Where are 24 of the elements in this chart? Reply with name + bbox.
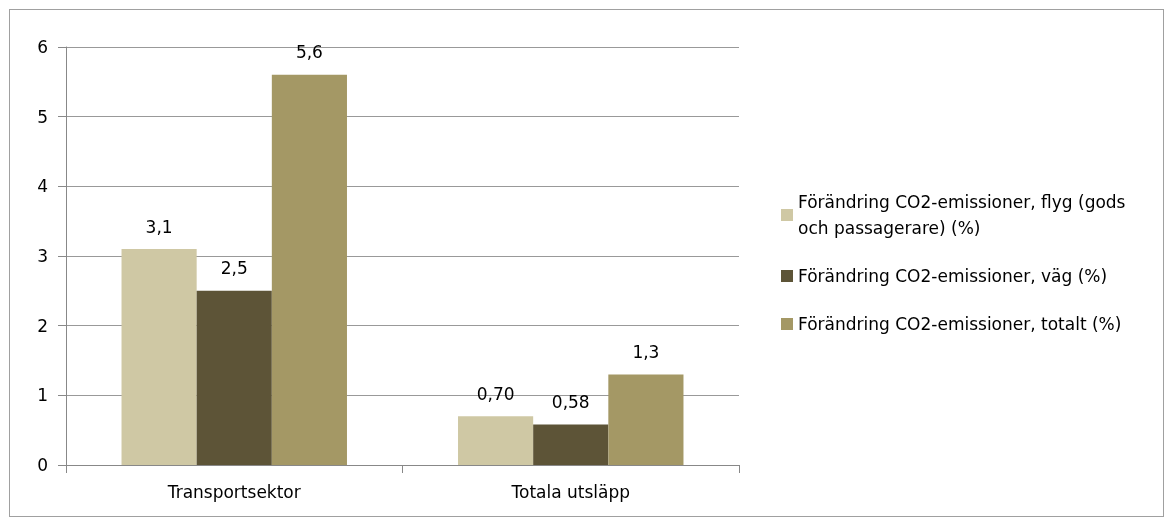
y-tick-label: 0 xyxy=(37,455,48,475)
y-tick-label: 3 xyxy=(37,246,48,266)
y-tick-label: 1 xyxy=(37,385,48,406)
y-tick-label: 4 xyxy=(37,176,48,197)
data-label: 0,58 xyxy=(551,392,590,413)
y-tick-label: 6 xyxy=(37,37,48,57)
x-tick-label: Transportsektor xyxy=(166,481,301,502)
bar xyxy=(608,374,684,465)
bar xyxy=(458,416,534,465)
bar xyxy=(196,290,272,465)
data-label: 1,3 xyxy=(632,341,660,362)
legend-label: Förändring CO2-emissioner, totalt (%) xyxy=(798,314,1122,334)
x-tick-label: Totala utsläpp xyxy=(510,481,631,502)
y-tick-label: 2 xyxy=(37,315,48,336)
y-tick-label: 5 xyxy=(37,106,48,127)
bar xyxy=(533,424,609,465)
legend-label: Förändring CO2-emissioner, väg (%) xyxy=(798,266,1108,286)
data-label: 5,6 xyxy=(295,42,323,63)
bar xyxy=(271,74,347,465)
data-label: 3,1 xyxy=(145,216,173,237)
legend-label: Förändring CO2-emissioner, flyg (gods och passagerare) (%) xyxy=(798,192,1131,238)
data-label: 2,5 xyxy=(220,258,248,279)
bar xyxy=(121,249,197,465)
data-label: 0,70 xyxy=(476,383,515,404)
